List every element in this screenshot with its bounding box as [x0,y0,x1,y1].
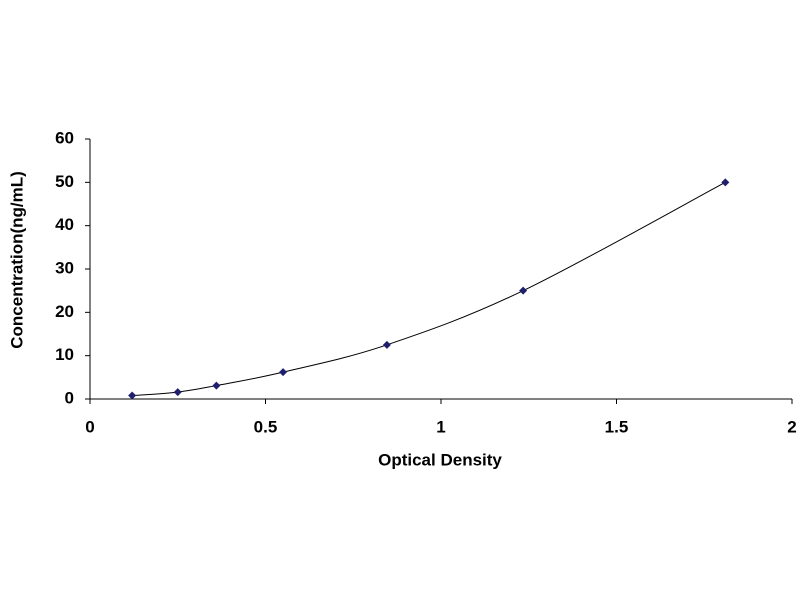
data-point [212,381,221,390]
data-point [279,368,288,377]
y-tick-label: 10 [55,345,74,364]
x-tick-label: 1 [436,417,445,436]
data-point [382,340,391,349]
data-point [519,286,528,295]
x-tick-label: 1.5 [605,417,629,436]
x-tick-label: 0.5 [254,417,278,436]
y-tick-label: 20 [55,302,74,321]
x-tick-label: 0 [85,417,94,436]
y-tick-label: 30 [55,258,74,277]
x-tick-label: 2 [787,417,796,436]
data-point [721,178,730,187]
trendline [132,181,726,397]
y-tick-label: 50 [55,172,74,191]
y-tick-label: 0 [65,388,74,407]
data-point [128,391,137,400]
y-tick-label: 40 [55,215,74,234]
y-tick-label: 60 [55,128,74,147]
y-axis-label: Concentration(ng/mL) [7,171,26,349]
data-point [173,388,182,397]
x-axis-label: Optical Density [378,450,502,469]
